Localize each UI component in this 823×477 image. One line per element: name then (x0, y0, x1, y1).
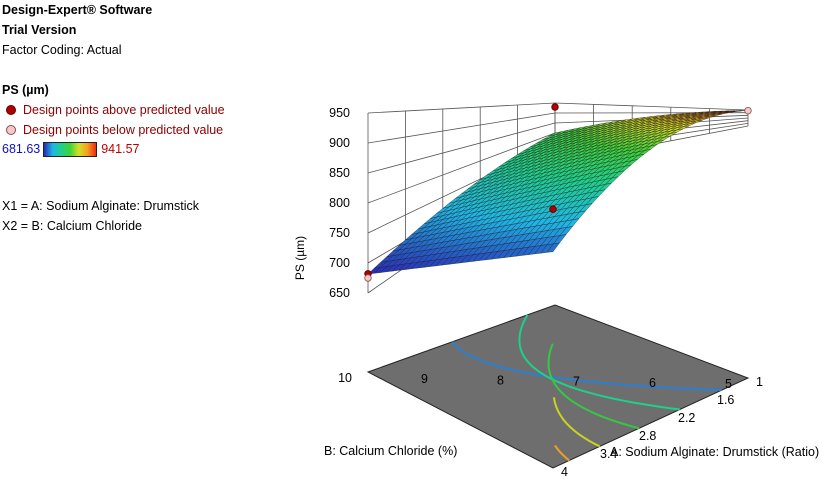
x-tick-label: 4 (561, 465, 568, 477)
above-point-icon (6, 105, 16, 115)
x-tick-label: 2.2 (678, 411, 695, 425)
wall-gridline (367, 122, 556, 174)
x-axis-label: A: Sodium Alginate: Drumstick (Ratio) (610, 445, 819, 459)
version-label: Trial Version (2, 23, 77, 37)
color-gradient-bar (43, 141, 98, 157)
color-scale: 681.63 941.57 (2, 140, 225, 158)
info-panel: Design-Expert® Software Trial Version Fa… (2, 0, 225, 236)
floor-plane (366, 304, 750, 469)
y-tick-label: 10 (338, 371, 352, 385)
z-tick-label: 650 (329, 286, 350, 300)
legend-below-label: Design points below predicted value (23, 123, 224, 137)
wall-gridline (554, 102, 749, 111)
contour-line (547, 343, 640, 430)
scale-min-label: 681.63 (2, 142, 41, 156)
z-tick-label: 950 (329, 106, 350, 120)
response-name: PS (µm) (2, 83, 49, 97)
software-name: Design-Expert® Software (2, 3, 153, 17)
contour-line (451, 341, 722, 391)
y-tick-label: 9 (421, 372, 428, 386)
contour-line (554, 444, 570, 462)
design-point (744, 106, 752, 115)
z-tick-label: 700 (329, 256, 350, 270)
z-tick-label: 900 (329, 136, 350, 150)
response-surface (367, 110, 749, 275)
z-axis-label: PS (µm) (293, 236, 307, 280)
legend-above-label: Design points above predicted value (23, 103, 225, 117)
plot-axes: 650 700 750 800 850 900 950 PS (µm) 5 6 7 8 9 10 B: Ca… (293, 106, 819, 477)
wall-gridline (367, 132, 556, 204)
factor-coding: Factor Coding: Actual (2, 43, 122, 57)
scale-max-label: 941.57 (101, 142, 140, 156)
wall-gridline (367, 102, 556, 114)
y-axis-label: B: Calcium Chloride (%) (324, 444, 457, 458)
plot-floor (366, 304, 750, 469)
design-point (364, 274, 372, 282)
y-tick-label: 6 (649, 376, 656, 390)
design-points (364, 103, 752, 282)
x-tick-label: 2.8 (639, 429, 656, 443)
floor-contours (451, 314, 722, 462)
z-tick-label: 800 (329, 196, 350, 210)
design-point (549, 205, 557, 213)
x-tick-label: 1 (756, 375, 763, 389)
x-tick-label: 3.4 (600, 447, 617, 461)
contour-line (552, 397, 601, 448)
contour-line (518, 314, 680, 411)
legend-below: Design points below predicted value (2, 120, 225, 140)
z-tick-label: 750 (329, 226, 350, 240)
legend-above: Design points above predicted value (2, 100, 225, 120)
y-tick-label: 5 (725, 377, 732, 391)
y-tick-label: 8 (497, 373, 504, 387)
factor-x1: X1 = A: Sodium Alginate: Drumstick (2, 199, 199, 213)
x-tick-label: 1.6 (717, 393, 734, 407)
wall-gridline (367, 112, 556, 144)
design-point (551, 103, 559, 111)
factor-x2: X2 = B: Calcium Chloride (2, 219, 142, 233)
y-tick-label: 7 (573, 375, 580, 389)
below-point-icon (6, 125, 16, 135)
z-tick-label: 850 (329, 166, 350, 180)
